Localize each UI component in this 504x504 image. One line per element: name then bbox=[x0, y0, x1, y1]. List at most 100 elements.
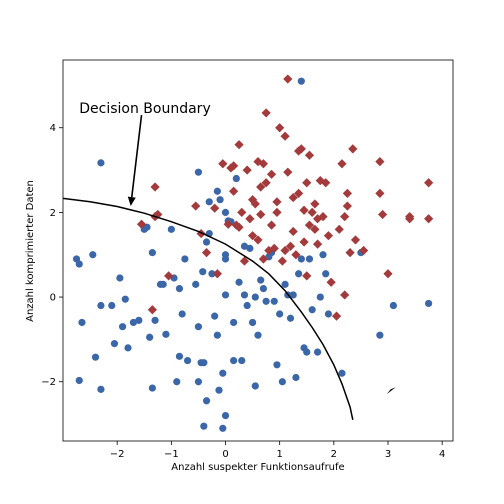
blue-point-54 bbox=[221, 291, 230, 299]
red-point-21 bbox=[242, 165, 252, 175]
y-tick-label: 2 bbox=[50, 208, 56, 219]
blue-point-64 bbox=[235, 278, 243, 286]
red-point-35 bbox=[266, 169, 277, 179]
blue-point-71 bbox=[251, 382, 259, 390]
blue-point-19 bbox=[146, 333, 154, 341]
red-point-67 bbox=[323, 231, 334, 241]
blue-point-18 bbox=[143, 223, 151, 231]
y-axis: −2 0 2 4 bbox=[41, 123, 63, 388]
blue-point-92 bbox=[303, 348, 311, 356]
x-tick-label: 0 bbox=[222, 449, 228, 460]
blue-point-7 bbox=[97, 385, 105, 393]
red-point-31 bbox=[258, 159, 269, 169]
blue-point-94 bbox=[308, 306, 316, 314]
blue-point-67 bbox=[240, 242, 249, 250]
blue-point-70 bbox=[248, 318, 257, 327]
blue-point-31 bbox=[178, 310, 186, 318]
red-point-20 bbox=[239, 256, 250, 266]
blue-point-104 bbox=[425, 299, 433, 308]
red-point-25 bbox=[250, 199, 260, 209]
blue-point-48 bbox=[213, 331, 221, 339]
red-point-77 bbox=[348, 144, 358, 154]
boundary-layer bbox=[63, 197, 354, 420]
blue-point-46 bbox=[208, 270, 216, 278]
x-tick-label: −2 bbox=[110, 449, 125, 460]
blue-point-20 bbox=[148, 249, 156, 257]
red-point-18 bbox=[234, 140, 244, 150]
blue-point-39 bbox=[199, 268, 207, 276]
red-point-79 bbox=[359, 245, 369, 256]
red-point-53 bbox=[299, 205, 309, 215]
red-point-76 bbox=[345, 248, 355, 258]
red-point-17 bbox=[234, 222, 244, 232]
blue-point-53 bbox=[219, 424, 227, 432]
blue-point-1 bbox=[75, 260, 83, 268]
red-point-48 bbox=[288, 226, 298, 237]
red-point-39 bbox=[272, 207, 282, 217]
blue-point-42 bbox=[202, 397, 211, 405]
blue-point-6 bbox=[97, 159, 105, 167]
blue-point-29 bbox=[175, 352, 184, 360]
decision-boundary-line bbox=[63, 197, 354, 420]
blue-point-96 bbox=[316, 293, 324, 301]
blue-point-41 bbox=[200, 422, 208, 430]
blue-point-65 bbox=[238, 356, 246, 365]
red-point-38 bbox=[272, 197, 282, 207]
blue-point-69 bbox=[246, 244, 254, 252]
blue-point-90 bbox=[297, 77, 305, 85]
x-axis: −2 −1 0 1 2 3 4 bbox=[110, 441, 445, 460]
blue-point-21 bbox=[148, 384, 156, 392]
red-point-37 bbox=[269, 243, 279, 253]
red-point-40 bbox=[275, 123, 285, 133]
x-tick-label: 3 bbox=[385, 449, 391, 460]
red-point-75 bbox=[342, 201, 352, 211]
blue-point-76 bbox=[262, 297, 270, 305]
red-point-60 bbox=[310, 224, 320, 234]
red-point-83 bbox=[383, 269, 393, 279]
red-point-27 bbox=[253, 235, 263, 245]
red-point-57 bbox=[304, 220, 315, 230]
blue-point-45 bbox=[205, 198, 213, 206]
blue-point-28 bbox=[173, 378, 181, 386]
red-point-59 bbox=[307, 207, 317, 217]
red-point-56 bbox=[302, 271, 312, 281]
annotation: Decision Boundary bbox=[79, 101, 211, 207]
blue-point-62 bbox=[230, 356, 238, 365]
blue-point-2 bbox=[78, 318, 86, 327]
blue-point-85 bbox=[286, 314, 295, 322]
red-point-41 bbox=[277, 256, 287, 266]
red-point-36 bbox=[266, 220, 277, 230]
red-point-42 bbox=[280, 131, 290, 141]
blue-point-24 bbox=[159, 280, 167, 288]
blue-point-47 bbox=[211, 312, 219, 320]
blue-point-97 bbox=[319, 251, 327, 259]
red-point-29 bbox=[256, 182, 266, 192]
red-point-44 bbox=[283, 167, 293, 177]
red-point-73 bbox=[340, 212, 350, 222]
red-point-81 bbox=[375, 188, 385, 198]
y-tick-label: −2 bbox=[41, 377, 56, 388]
blue-point-103 bbox=[389, 301, 398, 310]
red-point-65 bbox=[318, 212, 328, 222]
blue-point-34 bbox=[192, 280, 200, 288]
blue-point-79 bbox=[270, 297, 278, 305]
red-point-69 bbox=[331, 311, 342, 321]
red-point-0 bbox=[136, 219, 147, 229]
blue-point-102 bbox=[376, 331, 384, 339]
blue-point-58 bbox=[221, 255, 230, 263]
blue-point-32 bbox=[181, 255, 189, 263]
red-point-46 bbox=[285, 241, 296, 251]
blue-point-81 bbox=[276, 310, 284, 318]
y-tick-label: 0 bbox=[50, 293, 56, 304]
blue-point-72 bbox=[251, 293, 259, 301]
blue-point-100 bbox=[338, 369, 346, 377]
red-point-61 bbox=[310, 199, 320, 209]
red-point-78 bbox=[350, 235, 361, 245]
blue-point-35 bbox=[194, 323, 203, 331]
red-point-68 bbox=[326, 277, 336, 287]
red-point-30 bbox=[258, 254, 269, 264]
red-point-85 bbox=[405, 214, 415, 224]
red-point-74 bbox=[342, 188, 352, 198]
blue-point-51 bbox=[216, 196, 224, 204]
